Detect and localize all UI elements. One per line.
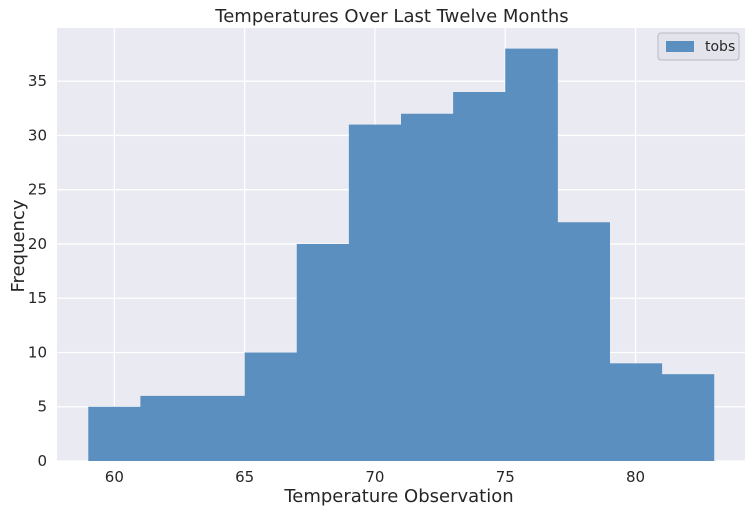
histogram-bar bbox=[401, 113, 454, 462]
y-tick-label: 20 bbox=[28, 235, 47, 253]
x-tick-label: 80 bbox=[626, 468, 645, 486]
histogram-bar bbox=[609, 363, 663, 461]
histogram-bar bbox=[244, 352, 298, 461]
y-tick-label: 0 bbox=[37, 452, 47, 470]
y-tick-label: 5 bbox=[37, 398, 47, 416]
legend-swatch bbox=[666, 41, 694, 52]
y-tick-label: 35 bbox=[28, 72, 47, 90]
legend-box bbox=[657, 32, 740, 61]
x-tick-label: 60 bbox=[105, 468, 124, 486]
histogram-bar bbox=[348, 124, 402, 462]
y-tick-label: 25 bbox=[28, 181, 47, 199]
histogram-bar bbox=[453, 92, 506, 461]
y-tick-label: 30 bbox=[28, 126, 47, 144]
histogram-bar bbox=[296, 243, 350, 461]
y-axis-label: Frequency bbox=[8, 199, 29, 292]
x-tick-label: 65 bbox=[235, 468, 254, 486]
x-axis-label: Temperature Observation bbox=[283, 486, 513, 507]
histogram-bars bbox=[88, 48, 715, 462]
y-tick-label: 15 bbox=[28, 289, 47, 307]
histogram-bar bbox=[505, 48, 558, 461]
y-axis-ticks: 0 5 10 15 20 25 30 35 bbox=[28, 72, 47, 470]
chart-title: Temperatures Over Last Twelve Months bbox=[214, 6, 568, 27]
x-axis-ticks: 60 65 70 75 80 bbox=[105, 468, 645, 486]
histogram-bar bbox=[140, 395, 194, 461]
legend: tobs bbox=[657, 32, 740, 61]
x-tick-label: 75 bbox=[496, 468, 515, 486]
histogram-bar bbox=[88, 406, 141, 461]
histogram-bar bbox=[192, 395, 246, 461]
y-tick-label: 10 bbox=[28, 343, 47, 361]
legend-entry-tobs: tobs bbox=[705, 39, 735, 55]
histogram-bar bbox=[661, 374, 715, 461]
x-tick-label: 70 bbox=[365, 468, 384, 486]
histogram-bar bbox=[557, 222, 610, 461]
